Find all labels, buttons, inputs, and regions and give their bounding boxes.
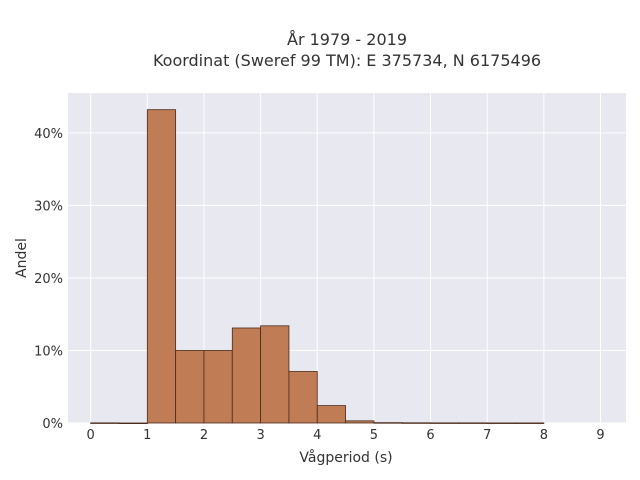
- x-axis-title: Vågperiod (s): [299, 449, 392, 466]
- chart-title-line-2: Koordinat (Sweref 99 TM): E 375734, N 61…: [153, 51, 541, 70]
- y-tick-label: 30%: [34, 199, 63, 214]
- x-tick-label: 5: [370, 428, 378, 443]
- histogram-bar: [203, 350, 233, 424]
- y-tick-label: 20%: [34, 272, 63, 287]
- y-tick-label: 0%: [42, 417, 63, 432]
- x-tick-label: 4: [313, 428, 321, 443]
- x-tick-label: 6: [426, 428, 434, 443]
- y-axis-title: Andel: [14, 238, 30, 278]
- histogram-bar: [515, 422, 545, 424]
- histogram-bar: [430, 422, 460, 424]
- histogram-bar: [401, 422, 431, 424]
- x-tick-label: 1: [143, 428, 151, 443]
- histogram-bar: [373, 422, 403, 424]
- histogram-bar: [458, 422, 488, 424]
- y-tick-label: 10%: [34, 344, 63, 359]
- y-tick-label: 40%: [34, 127, 63, 142]
- x-tick-label: 0: [87, 428, 95, 443]
- chart-title-line-1: År 1979 - 2019: [287, 30, 407, 49]
- histogram-bar: [231, 327, 262, 424]
- x-tick-label: 9: [596, 428, 604, 443]
- x-tick-label: 2: [200, 428, 208, 443]
- histogram-bar: [288, 371, 318, 424]
- x-tick-label: 8: [540, 428, 548, 443]
- histogram-bar: [90, 422, 120, 424]
- histogram-bar: [146, 109, 177, 424]
- histogram-bar: [345, 420, 375, 424]
- histogram-bar: [175, 350, 205, 424]
- bars: [90, 109, 545, 425]
- histogram-bar: [260, 325, 290, 424]
- x-tick-label: 7: [483, 428, 491, 443]
- histogram-bar: [486, 422, 516, 424]
- histogram-bar: [316, 405, 346, 424]
- tick-labels: 0 1 2 3 4 5 6 7 8 9 0% 10% 20% 30% 40%: [34, 127, 605, 443]
- histogram-bar: [118, 422, 148, 425]
- x-tick-label: 3: [256, 428, 264, 443]
